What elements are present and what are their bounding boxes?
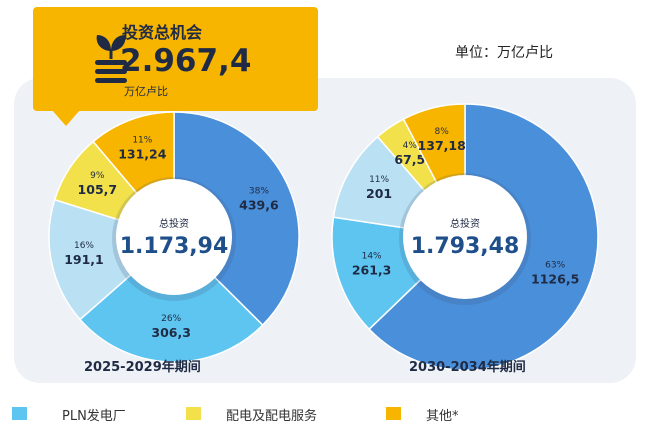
chart-0-value-label-4: 131,24 [118, 147, 167, 162]
chart-1-pct-label-3: 4% [403, 141, 418, 151]
legend-label-distribution: 配电及配电服务 [226, 409, 318, 424]
chart-0-value-label-0: 439,6 [239, 198, 279, 213]
legend-label-other: 其他* [426, 409, 459, 424]
legend-label-pln: PLN发电厂 [62, 409, 126, 424]
chart-1-value-label-2: 201 [366, 186, 392, 201]
chart-0-value-label-1: 306,3 [151, 325, 191, 340]
chart-1-value-label-3: 67,5 [394, 152, 425, 167]
period-label-2025-2029: 2025-2029年期间 [84, 360, 201, 375]
chart-1-value-label-4: 137,18 [418, 138, 466, 153]
callout-label: 投资总机会 [122, 23, 203, 42]
chart-1-center-label: 总投资 [450, 217, 480, 230]
chart-0-pct-label-1: 26% [161, 314, 181, 324]
chart-0-center-label: 总投资 [159, 217, 189, 230]
chart-1-center-disc [403, 175, 527, 299]
callout-pointer [52, 110, 80, 126]
legend-swatch-other [386, 407, 401, 420]
chart-0-pct-label-0: 38% [249, 187, 269, 197]
chart-1-pct-label-2: 11% [369, 175, 389, 185]
callout-unit: 万亿卢比 [124, 85, 168, 98]
total-opportunity-callout [33, 7, 318, 111]
chart-1-value-label-0: 1126,5 [531, 271, 579, 286]
chart-0-value-label-3: 105,7 [78, 182, 118, 197]
plant-icon [95, 35, 127, 83]
chart-0-value-label-2: 191,1 [64, 252, 104, 267]
chart-0-center-disc [116, 179, 232, 295]
chart-1-pct-label-1: 14% [362, 252, 382, 262]
chart-0-pct-label-2: 16% [74, 241, 94, 251]
chart-0-center-total: 1.173,94 [120, 234, 229, 259]
chart-1-value-label-1: 261,3 [352, 263, 392, 278]
chart-0-pct-label-4: 11% [132, 136, 152, 146]
legend-swatch-pln [12, 407, 27, 420]
chart-1-pct-label-4: 8% [435, 127, 450, 137]
chart-1-pct-label-0: 63% [545, 260, 565, 270]
unit-note: 单位：万亿卢比 [455, 45, 553, 61]
callout-value: 2.967,4 [120, 43, 252, 79]
chart-0-pct-label-3: 9% [90, 171, 105, 181]
period-label-2030-2034: 2030-2034年期间 [409, 360, 526, 375]
legend-swatch-distribution [186, 407, 201, 420]
chart-1-center-total: 1.793,48 [411, 234, 520, 259]
